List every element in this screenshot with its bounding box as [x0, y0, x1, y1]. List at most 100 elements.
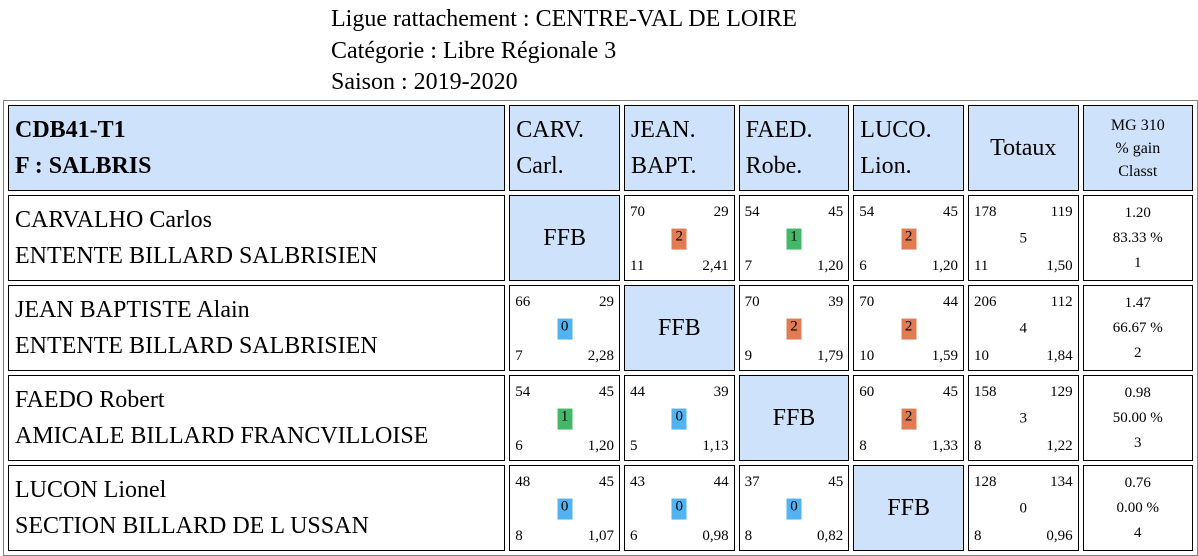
categorie-line: Catégorie : Libre Régionale 3	[331, 37, 617, 64]
total-innings: 8	[973, 528, 982, 544]
player-club: AMICALE BILLARD FRANCVILLOISE	[15, 423, 429, 449]
match-opp-points: 45	[942, 204, 958, 220]
totals-cell: 206 112 4 10 1,84	[967, 285, 1079, 371]
match-points: 37	[744, 474, 760, 490]
match-result-badge: 0	[557, 318, 573, 340]
total-average: 1,50	[1046, 258, 1073, 274]
match-cell: 60 45 2 8 1,33	[853, 375, 964, 461]
match-average: 1,79	[817, 348, 844, 364]
page-header: Ligue rattachement : CENTRE-VAL DE LOIRE…	[331, 4, 797, 99]
match-innings: 6	[515, 438, 523, 454]
total-points: 158	[973, 384, 997, 400]
match-result-badge: 2	[901, 408, 917, 430]
match-result-badge: 2	[786, 318, 802, 340]
rank: 3	[1134, 434, 1142, 451]
match-cell: 54 45 1 7 1,20	[738, 195, 850, 281]
match-average: 2,41	[702, 258, 729, 274]
match-opp-points: 44	[713, 474, 729, 490]
match-innings: 5	[629, 438, 638, 454]
table-header-row: CDB41-T1 F : SALBRIS CARV. Carl. JEAN. B…	[8, 105, 1193, 191]
match-points: 60	[859, 384, 875, 400]
ffb-cell: FFB	[853, 465, 964, 551]
player-header-line2: BAPT.	[630, 153, 697, 179]
match-points: 66	[515, 294, 531, 310]
mg-header-line1: MG 310	[1110, 116, 1165, 134]
player-cell: LUCON Lionel SECTION BILLARD DE L USSAN	[8, 465, 506, 551]
match-cell: 66 29 0 7 2,28	[509, 285, 620, 371]
total-match-points: 5	[1019, 230, 1028, 247]
saison-line: Saison : 2019-2020	[331, 69, 518, 95]
player-name: LUCON Lionel	[15, 477, 167, 503]
match-points: 54	[515, 384, 531, 400]
mg-cell: 1.47 66.67 % 2	[1082, 285, 1193, 371]
gain-percent: 50.00 %	[1112, 409, 1163, 426]
match-innings: 7	[515, 348, 523, 364]
rank: 4	[1134, 524, 1142, 541]
total-points: 178	[973, 204, 997, 220]
gain-percent: 0.00 %	[1116, 499, 1160, 516]
player-header-line2: Robe.	[745, 153, 803, 179]
match-result-badge: 0	[786, 498, 802, 520]
match-opp-points: 45	[828, 474, 844, 490]
match-points: 43	[629, 474, 645, 490]
match-opp-points: 45	[828, 204, 844, 220]
match-average: 0,82	[817, 528, 844, 544]
match-average: 1,20	[931, 258, 958, 274]
match-average: 2,28	[587, 348, 614, 364]
match-innings: 6	[859, 258, 867, 274]
total-points: 206	[973, 294, 997, 310]
player-header-4: LUCO. Lion.	[853, 105, 964, 191]
match-cell: 54 45 2 6 1,20	[853, 195, 964, 281]
match-result-badge: 2	[901, 318, 917, 340]
mg-value: 0.76	[1124, 474, 1151, 491]
player-header-line1: LUCO.	[860, 117, 932, 143]
player-cell: CARVALHO Carlos ENTENTE BILLARD SALBRISI…	[8, 195, 506, 281]
player-name: FAEDO Robert	[15, 387, 165, 413]
total-match-points: 3	[1019, 410, 1028, 427]
match-average: 1,59	[931, 348, 958, 364]
match-cell: 70 39 2 9 1,79	[738, 285, 850, 371]
mg-cell: 0.98 50.00 % 3	[1082, 375, 1193, 461]
mg-value: 1.47	[1124, 294, 1151, 311]
player-header-line2: Lion.	[860, 153, 912, 179]
match-opp-points: 45	[598, 474, 614, 490]
match-result-badge: 2	[901, 228, 917, 250]
total-match-points: 0	[1019, 500, 1028, 517]
match-cell: 44 39 0 5 1,13	[623, 375, 735, 461]
team-club: F : SALBRIS	[15, 153, 152, 179]
match-average: 0,98	[702, 528, 729, 544]
match-cell: 54 45 1 6 1,20	[509, 375, 620, 461]
match-cell: 37 45 0 8 0,82	[738, 465, 850, 551]
total-opp-points: 129	[1050, 384, 1073, 400]
total-points: 128	[973, 474, 997, 490]
player-cell: JEAN BAPTISTE Alain ENTENTE BILLARD SALB…	[8, 285, 506, 371]
rank: 2	[1134, 344, 1142, 361]
match-average: 1,07	[587, 528, 614, 544]
totals-cell: 178 119 5 11 1,50	[967, 195, 1079, 281]
totals-cell: 158 129 3 8 1,22	[967, 375, 1079, 461]
player-header-line1: FAED.	[745, 117, 813, 143]
match-points: 54	[744, 204, 760, 220]
match-innings: 8	[859, 438, 867, 454]
match-points: 54	[859, 204, 875, 220]
player-header-3: FAED. Robe.	[738, 105, 850, 191]
match-opp-points: 29	[598, 294, 614, 310]
totals-cell: 128 134 0 8 0,96	[967, 465, 1079, 551]
player-club: SECTION BILLARD DE L USSAN	[15, 513, 369, 539]
match-points: 70	[629, 204, 645, 220]
total-average: 1,84	[1046, 348, 1073, 364]
match-innings: 7	[744, 258, 753, 274]
player-header-line1: JEAN.	[630, 117, 696, 143]
match-result-badge: 0	[557, 498, 573, 520]
totaux-header: Totaux	[967, 105, 1079, 191]
match-innings: 11	[629, 258, 645, 274]
table-row: JEAN BAPTISTE Alain ENTENTE BILLARD SALB…	[8, 285, 1193, 371]
match-result-badge: 0	[671, 498, 687, 520]
match-opp-points: 45	[942, 384, 958, 400]
match-points: 44	[629, 384, 645, 400]
ffb-cell: FFB	[738, 375, 850, 461]
ffb-cell: FFB	[623, 285, 735, 371]
match-cell: 70 29 2 11 2,41	[623, 195, 735, 281]
player-name: CARVALHO Carlos	[15, 207, 212, 233]
mg-cell: 1.20 83.33 % 1	[1082, 195, 1193, 281]
